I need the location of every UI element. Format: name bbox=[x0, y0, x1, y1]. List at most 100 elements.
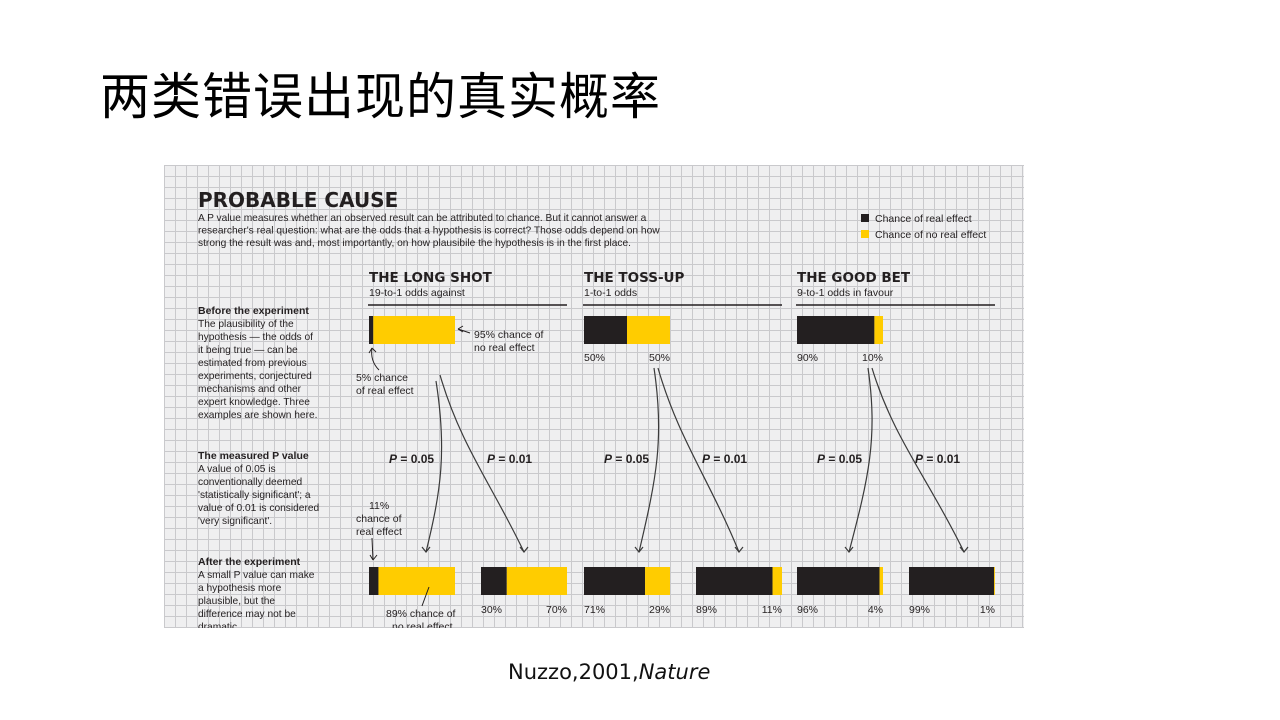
p-value-label: P = 0.05 bbox=[817, 452, 862, 466]
connector-tick bbox=[421, 546, 431, 553]
p-value-label: P = 0.01 bbox=[702, 452, 747, 466]
connector-curve bbox=[848, 367, 873, 553]
annotation-arrowhead bbox=[457, 325, 464, 333]
posterior-bar-real-segment bbox=[797, 567, 880, 595]
connector-tick bbox=[519, 546, 529, 553]
prior-no-real-label: 10% bbox=[862, 352, 883, 364]
sidebar-after-line: dramatic. bbox=[198, 622, 240, 628]
intro-line: strong the result was and, most importan… bbox=[198, 238, 631, 249]
sidebar-measured-line: value of 0.01 is considered bbox=[198, 503, 320, 514]
sidebar-before-heading: Before the experiment bbox=[198, 305, 309, 317]
scenario-odds: 19-to-1 odds against bbox=[369, 287, 465, 299]
prior-bar-no-real-segment bbox=[874, 316, 883, 344]
prior-bar-real-segment bbox=[584, 316, 627, 344]
scenario-name: THE LONG SHOT bbox=[369, 270, 493, 286]
prior-bar-real-segment bbox=[369, 316, 374, 344]
p-value-label: P = 0.05 bbox=[389, 452, 434, 466]
connector-curve bbox=[638, 367, 660, 553]
scenario-name: THE GOOD BET bbox=[797, 270, 911, 286]
posterior-bar-real-segment bbox=[909, 567, 995, 595]
intro-line: A P value measures whether an observed r… bbox=[198, 213, 647, 224]
figure-title: PROBABLE CAUSE bbox=[198, 188, 398, 212]
sidebar-after-line: difference may not be bbox=[198, 609, 296, 620]
posterior-bar-no-real-segment bbox=[506, 567, 567, 595]
sidebar-after-heading: After the experiment bbox=[198, 556, 301, 568]
prior-real-label: 90% bbox=[797, 352, 818, 364]
scenario-odds: 1-to-1 odds bbox=[584, 287, 637, 299]
posterior-bar-real-segment bbox=[369, 567, 379, 595]
posterior-bar-no-real-segment bbox=[879, 567, 883, 595]
p-value-label: P = 0.05 bbox=[604, 452, 649, 466]
posterior-real-label: 30% bbox=[481, 604, 502, 616]
annotation-arrow bbox=[371, 537, 374, 561]
sidebar-measured-line: 'statistically significant'; a bbox=[198, 490, 311, 501]
figure-intro: A P value measures whether an observed r… bbox=[198, 213, 660, 249]
sidebar-before-line: The plausibility of the bbox=[198, 319, 294, 330]
figure-canvas: PROBABLE CAUSE A P value measures whethe… bbox=[198, 188, 995, 628]
sidebar-before-line: examples are shown here. bbox=[198, 410, 317, 421]
posterior-no-real-label: 29% bbox=[649, 604, 670, 616]
legend: Chance of real effect Chance of no real e… bbox=[861, 213, 986, 241]
annotation-prior-no-effect: 95% chance of bbox=[474, 329, 544, 341]
connector-tick bbox=[734, 546, 744, 553]
annotation-post-real-effect: 11% bbox=[369, 500, 389, 512]
annotation-arrow bbox=[371, 347, 380, 371]
annotation-arrowhead bbox=[368, 347, 377, 354]
connector-tick bbox=[634, 546, 644, 553]
posterior-bar-no-real-segment bbox=[645, 567, 670, 595]
sidebar-after-line: plausible, but the bbox=[198, 596, 275, 607]
annotation-post-no-effect: 89% chance of bbox=[386, 608, 456, 620]
posterior-no-real-label: 70% bbox=[546, 604, 567, 616]
sidebar-measured-heading: The measured P value bbox=[198, 450, 309, 462]
prior-real-label: 50% bbox=[584, 352, 605, 364]
posterior-bar-no-real-segment bbox=[994, 567, 995, 595]
connector-curve bbox=[657, 367, 740, 553]
legend-label: Chance of real effect bbox=[875, 213, 972, 225]
annotation-arrow bbox=[421, 586, 430, 607]
posterior-bar-real-segment bbox=[584, 567, 646, 595]
annotation-post-real-effect: chance of bbox=[356, 513, 402, 525]
connector-curve bbox=[871, 367, 965, 553]
posterior-no-real-label: 1% bbox=[980, 604, 995, 616]
p-value-label: P = 0.01 bbox=[487, 452, 532, 466]
prior-no-real-label: 50% bbox=[649, 352, 670, 364]
connector-tick bbox=[959, 546, 969, 553]
prior-bar-no-real-segment bbox=[373, 316, 455, 344]
p-value-connectors bbox=[421, 367, 969, 553]
posterior-real-label: 71% bbox=[584, 604, 605, 616]
posterior-bar-no-real-segment bbox=[772, 567, 782, 595]
slide-title: 两类错误出现的真实概率 bbox=[100, 68, 661, 126]
annotation-prior-no-effect: no real effect bbox=[474, 342, 535, 354]
posterior-bar-real-segment bbox=[481, 567, 507, 595]
sidebar-after-line: A small P value can make bbox=[198, 570, 315, 581]
annotation-post-no-effect: no real effect bbox=[392, 621, 453, 628]
sidebar-before-line: mechanisms and other bbox=[198, 384, 302, 395]
posterior-real-label: 89% bbox=[696, 604, 717, 616]
connector-curve bbox=[425, 380, 443, 553]
sidebar-before-line: expert knowledge. Three bbox=[198, 397, 310, 408]
sidebar-before-line: estimated from previous bbox=[198, 358, 307, 369]
sidebar-notes: Before the experiment The plausibility of… bbox=[198, 305, 320, 628]
sidebar-before-line: hypothesis — the odds of bbox=[198, 332, 313, 343]
prior-bar-real-segment bbox=[797, 316, 875, 344]
sidebar-after-line: a hypothesis more bbox=[198, 583, 282, 594]
sidebar-measured-line: A value of 0.05 is bbox=[198, 464, 276, 475]
citation-authors: Nuzzo,2001, bbox=[508, 660, 639, 684]
annotation-prior-real-effect: 5% chance bbox=[356, 372, 408, 384]
connector-tick bbox=[844, 546, 854, 553]
posterior-no-real-label: 11% bbox=[762, 604, 782, 616]
sidebar-measured-line: 'very significant'. bbox=[198, 516, 272, 527]
legend-swatch bbox=[861, 214, 869, 222]
posterior-bar-real-segment bbox=[696, 567, 773, 595]
scenario-name: THE TOSS-UP bbox=[584, 270, 685, 286]
p-value-label: P = 0.01 bbox=[915, 452, 960, 466]
posterior-no-real-label: 4% bbox=[868, 604, 883, 616]
sidebar-before-line: experiments, conjectured bbox=[198, 371, 312, 382]
annotation-post-real-effect: real effect bbox=[356, 526, 402, 538]
legend-swatch bbox=[861, 230, 869, 238]
posterior-real-label: 99% bbox=[909, 604, 930, 616]
prior-bar-no-real-segment bbox=[627, 316, 670, 344]
legend-label: Chance of no real effect bbox=[875, 229, 986, 241]
